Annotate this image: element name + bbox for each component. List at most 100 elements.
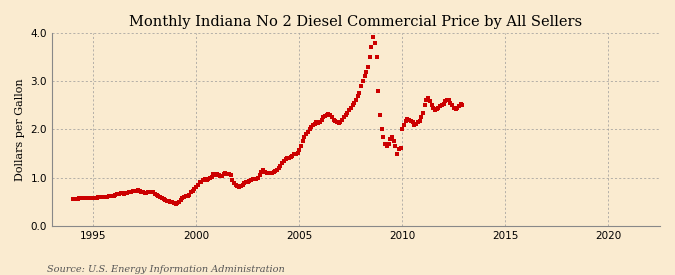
Point	[371, 55, 382, 59]
Point	[397, 127, 408, 132]
Point	[292, 150, 303, 155]
Point	[122, 190, 133, 195]
Point	[454, 104, 464, 108]
Point	[120, 191, 131, 195]
Point	[205, 176, 215, 180]
Point	[218, 172, 229, 177]
Point	[72, 197, 83, 201]
Point	[318, 115, 329, 120]
Point	[331, 120, 342, 124]
Point	[346, 106, 356, 110]
Point	[358, 79, 369, 83]
Point	[186, 190, 196, 194]
Point	[229, 181, 240, 186]
Point	[387, 134, 398, 139]
Point	[158, 197, 169, 202]
Point	[242, 179, 253, 184]
Point	[375, 113, 385, 117]
Point	[189, 187, 200, 191]
Point	[148, 189, 159, 194]
Point	[97, 195, 107, 199]
Point	[201, 177, 212, 182]
Point	[150, 191, 161, 196]
Point	[198, 178, 209, 182]
Point	[333, 121, 344, 125]
Point	[267, 170, 277, 175]
Point	[81, 196, 92, 200]
Point	[385, 137, 396, 141]
Point	[170, 202, 181, 206]
Point	[194, 180, 205, 185]
Point	[217, 174, 227, 178]
Point	[409, 122, 420, 127]
Point	[180, 194, 191, 199]
Point	[313, 121, 323, 125]
Point	[377, 127, 387, 132]
Point	[383, 142, 394, 146]
Point	[435, 104, 446, 108]
Point	[132, 188, 143, 192]
Point	[320, 114, 331, 118]
Point	[296, 144, 306, 148]
Point	[208, 172, 219, 176]
Point	[86, 196, 97, 200]
Point	[202, 177, 213, 181]
Point	[325, 113, 335, 117]
Point	[369, 40, 380, 45]
Point	[339, 115, 350, 120]
Point	[90, 196, 101, 200]
Point	[119, 191, 130, 196]
Point	[347, 103, 358, 108]
Point	[373, 89, 383, 93]
Point	[172, 201, 183, 205]
Point	[153, 194, 164, 198]
Point	[138, 190, 148, 194]
Point	[308, 122, 319, 127]
Point	[277, 161, 288, 165]
Point	[407, 120, 418, 124]
Point	[350, 98, 361, 103]
Point	[301, 132, 312, 136]
Point	[173, 200, 184, 204]
Point	[115, 191, 126, 195]
Point	[344, 108, 354, 112]
Point	[316, 118, 327, 122]
Point	[402, 117, 413, 121]
Point	[105, 194, 115, 198]
Point	[84, 196, 95, 200]
Point	[278, 159, 289, 163]
Point	[230, 183, 241, 187]
Point	[337, 118, 348, 122]
Point	[265, 171, 275, 175]
Point	[192, 183, 203, 187]
Point	[433, 106, 443, 110]
Point	[349, 101, 360, 105]
Point	[423, 96, 433, 100]
Point	[213, 173, 224, 177]
Point	[124, 190, 134, 194]
Point	[74, 196, 85, 200]
Point	[428, 106, 439, 110]
Text: Source: U.S. Energy Information Administration: Source: U.S. Energy Information Administ…	[47, 265, 285, 274]
Point	[134, 189, 145, 193]
Point	[297, 139, 308, 144]
Point	[184, 192, 194, 197]
Point	[421, 98, 432, 103]
Point	[356, 84, 367, 88]
Point	[342, 110, 353, 115]
Point	[457, 103, 468, 108]
Point	[445, 101, 456, 105]
Point	[79, 196, 90, 200]
Point	[246, 177, 256, 182]
Point	[221, 172, 232, 176]
Point	[452, 106, 462, 110]
Point	[223, 172, 234, 177]
Point	[290, 151, 301, 156]
Point	[441, 97, 452, 102]
Point	[155, 195, 165, 199]
Point	[378, 134, 389, 139]
Point	[412, 120, 423, 124]
Point	[169, 200, 180, 205]
Point	[271, 168, 282, 172]
Point	[299, 134, 310, 139]
